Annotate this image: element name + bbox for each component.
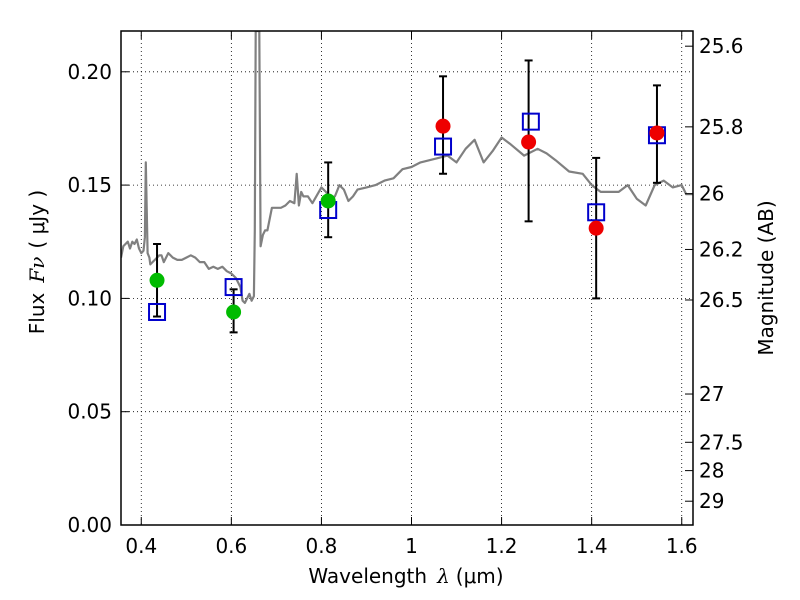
mag-tick-label: 26.2	[699, 237, 744, 261]
model-point	[521, 112, 540, 131]
observed-point	[435, 118, 451, 134]
spectrum-line	[121, 31, 693, 304]
x-tick-label: 0.6	[215, 534, 247, 558]
mag-tick-label: 26	[699, 182, 724, 206]
marker-layer	[148, 59, 666, 334]
y-axis-title-text: Flux	[25, 292, 49, 334]
observed-point	[588, 220, 604, 236]
model-point	[434, 137, 453, 156]
model-point	[224, 278, 243, 297]
model-point	[587, 203, 606, 222]
y-tick-label: 0.20	[67, 60, 112, 84]
x-axis-title-text: Wavelength	[308, 564, 427, 588]
x-tick-label: 1.2	[486, 534, 518, 558]
spectrum-layer	[121, 31, 693, 304]
x-axis-title: Wavelength λ (μm)	[308, 564, 503, 588]
y-tick-label: 0.05	[67, 400, 112, 424]
y-tick-label: 0.00	[67, 513, 112, 537]
mag-tick-label: 25.6	[699, 34, 744, 58]
ticks: 0.4 0.6 0.8 1 1.2 1.4 1.6 0.00 0.05 0.10 0.15 0.20 2…	[67, 31, 744, 558]
mag-tick-label: 26.5	[699, 288, 744, 312]
plot-frame	[120, 30, 694, 526]
right-axis-title: Magnitude (AB)	[754, 200, 778, 355]
mag-tick-label: 29	[699, 489, 724, 513]
x-tick-label: 1	[405, 534, 418, 558]
model-point	[148, 302, 167, 321]
x-axis-unit: (μm)	[456, 564, 504, 588]
x-axis-symbol: λ	[436, 564, 450, 588]
y-axis-title: Flux Fν ( μJy )	[25, 190, 49, 334]
x-tick-label: 1.6	[666, 534, 698, 558]
mag-tick-label: 27	[699, 382, 724, 406]
observed-point	[521, 134, 537, 150]
observed-point	[320, 193, 336, 209]
plot-area	[121, 31, 693, 525]
observed-point	[649, 125, 665, 141]
mag-tick-label: 25.8	[699, 115, 744, 139]
observed-point	[149, 272, 165, 288]
observed-point	[226, 304, 242, 320]
y-tick-label: 0.10	[67, 286, 112, 310]
x-tick-label: 0.8	[306, 534, 338, 558]
y-axis-unit: ( μJy )	[25, 190, 49, 249]
x-tick-label: 0.4	[125, 534, 157, 558]
x-tick-label: 1.4	[576, 534, 608, 558]
mag-tick-label: 28	[699, 459, 724, 483]
mag-tick-label: 27.5	[699, 430, 744, 454]
y-axis-symbol: Fν	[25, 257, 49, 284]
y-tick-label: 0.15	[67, 173, 112, 197]
